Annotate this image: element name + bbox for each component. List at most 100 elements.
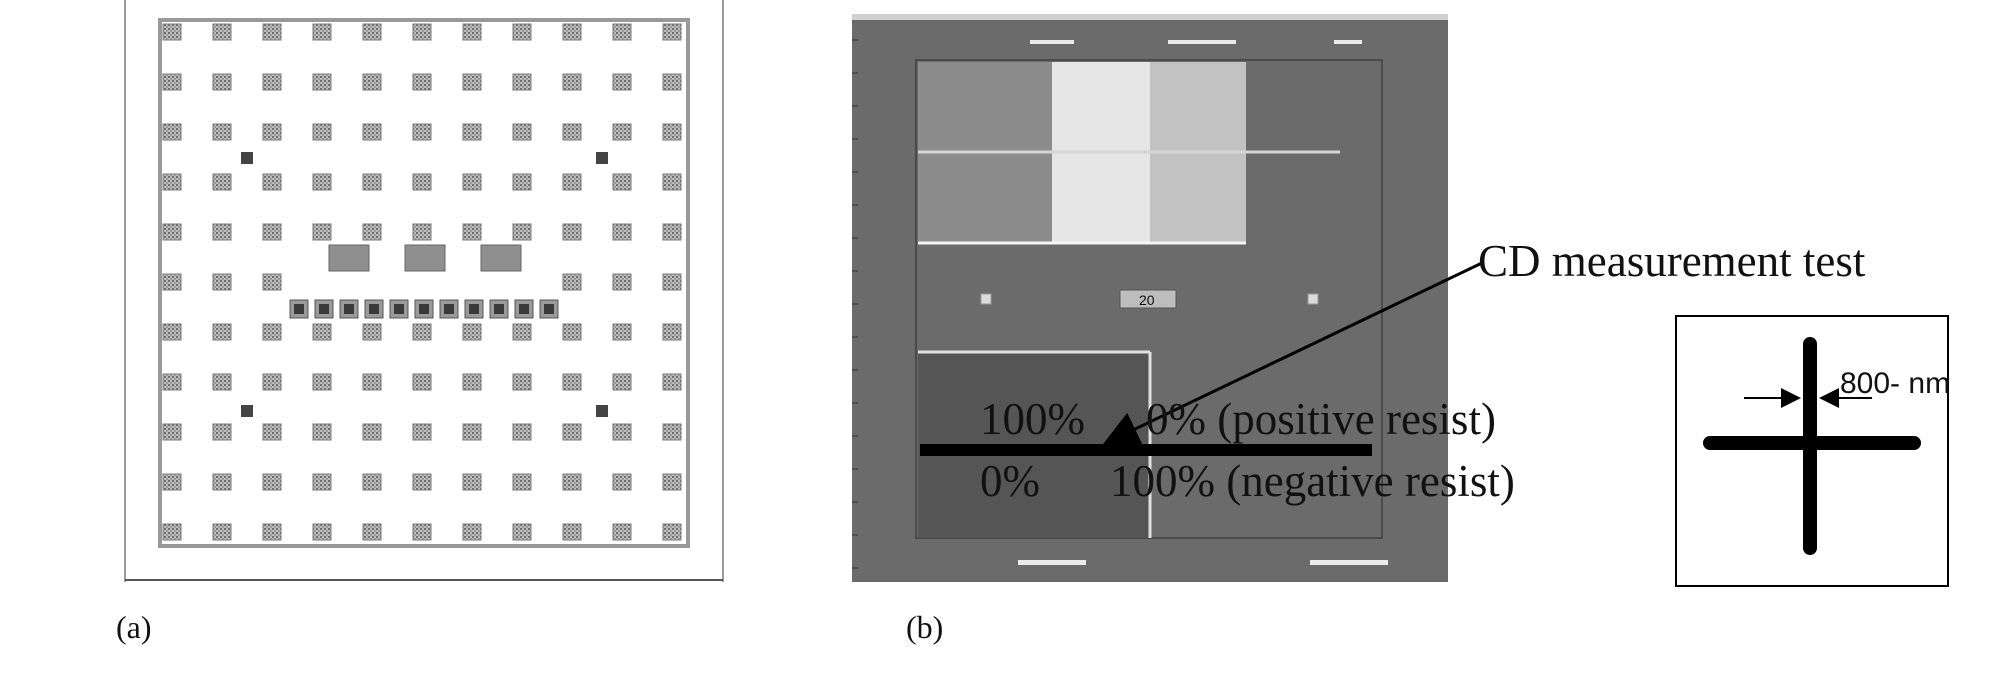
dark-chip-row [289, 299, 559, 319]
die-chip [612, 473, 632, 491]
left-ruler [852, 39, 858, 569]
pad-block-3 [480, 244, 522, 272]
die-chip [262, 373, 282, 391]
alignment-mark-br [596, 405, 608, 417]
die-chip [362, 23, 382, 41]
small-mark-left [980, 293, 992, 305]
die-chip [512, 73, 532, 91]
die-chip [262, 323, 282, 341]
die-chip [462, 473, 482, 491]
die-chip [612, 123, 632, 141]
die-chip [512, 523, 532, 541]
die-chip [612, 73, 632, 91]
die-chip [412, 123, 432, 141]
dark-row-chip-core [294, 304, 304, 314]
die-chip [262, 273, 282, 291]
die-chip [212, 23, 232, 41]
die-chip [512, 223, 532, 241]
die-chip [362, 473, 382, 491]
dark-row-chip-core [544, 304, 554, 314]
die-chip [262, 173, 282, 191]
die-chip [412, 373, 432, 391]
die-chip [562, 273, 582, 291]
die-chip [362, 73, 382, 91]
die-chip [562, 23, 582, 41]
die-chip [662, 23, 682, 41]
die-chip [312, 323, 332, 341]
caption-b: (b) [906, 609, 943, 645]
die-chip [462, 323, 482, 341]
cross-inset: 800- nm [1675, 315, 1950, 587]
panel-b: 20 CD measurement test 100% 0% (positive… [852, 14, 1866, 645]
die-chip [162, 473, 182, 491]
die-chip [562, 223, 582, 241]
die-chip [162, 123, 182, 141]
die-chip [462, 423, 482, 441]
die-chip [462, 373, 482, 391]
die-chip [212, 523, 232, 541]
die-chip [612, 323, 632, 341]
die-chip [262, 423, 282, 441]
die-chip [562, 173, 582, 191]
die-chip [262, 123, 282, 141]
die-chip [212, 323, 232, 341]
die-chip [362, 423, 382, 441]
die-chip [562, 473, 582, 491]
die-chip [462, 523, 482, 541]
die-chip [512, 423, 532, 441]
panel-a: (a) [116, 0, 724, 645]
die-chip [612, 423, 632, 441]
die-chip [512, 373, 532, 391]
line1-right: 0% (positive resist) [1146, 394, 1496, 444]
die-chip [262, 523, 282, 541]
dark-row-chip-core [494, 304, 504, 314]
die-chip [512, 473, 532, 491]
dark-row-chip-core [344, 304, 354, 314]
die-chip [412, 173, 432, 191]
die-chip [162, 23, 182, 41]
die-chip [312, 473, 332, 491]
die-chip [312, 223, 332, 241]
die-chip [362, 123, 382, 141]
die-chip [662, 223, 682, 241]
top-marker-3 [1334, 40, 1362, 44]
dark-row-chip-core [444, 304, 454, 314]
die-chip [662, 273, 682, 291]
die-chip [462, 73, 482, 91]
die-chip [312, 123, 332, 141]
die-chip [262, 473, 282, 491]
die-chip [362, 323, 382, 341]
die-chip [662, 173, 682, 191]
die-chip [562, 123, 582, 141]
die-chip [512, 123, 532, 141]
top-marker-1 [1030, 40, 1074, 44]
label-chip-text: 20 [1139, 292, 1155, 308]
die-chip [312, 73, 332, 91]
die-chip [162, 223, 182, 241]
die-chip [412, 73, 432, 91]
die-chip [312, 23, 332, 41]
die-chip [462, 123, 482, 141]
die-chip [162, 423, 182, 441]
die-chip [312, 373, 332, 391]
die-chip [162, 373, 182, 391]
die-chip [212, 473, 232, 491]
die-chip [212, 223, 232, 241]
die-chip [562, 323, 582, 341]
die-chip [662, 523, 682, 541]
die-chip [462, 223, 482, 241]
die-chip [662, 423, 682, 441]
die-chip [612, 523, 632, 541]
alignment-mark-tl [241, 152, 253, 164]
line2-left: 0% [980, 456, 1040, 506]
die-chip [612, 223, 632, 241]
panel-b-top-strip [852, 14, 1448, 20]
dark-row-chip-core [419, 304, 429, 314]
die-chip [362, 173, 382, 191]
die-chip [212, 423, 232, 441]
die-chip [362, 373, 382, 391]
die-chip [362, 223, 382, 241]
line1-left: 100% [980, 394, 1085, 444]
die-chip [412, 423, 432, 441]
